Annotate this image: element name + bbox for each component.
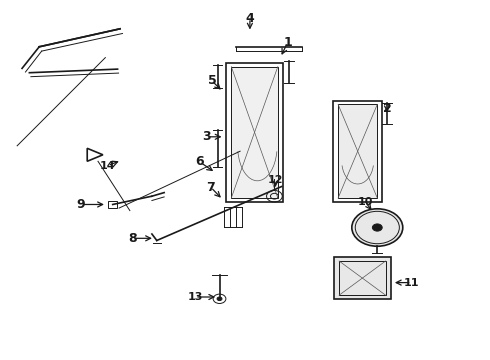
Text: 13: 13 bbox=[187, 292, 203, 302]
Text: 7: 7 bbox=[206, 181, 215, 194]
Text: 8: 8 bbox=[128, 232, 137, 245]
Text: 4: 4 bbox=[245, 12, 254, 24]
FancyBboxPatch shape bbox=[338, 104, 377, 198]
Text: 9: 9 bbox=[76, 198, 85, 211]
Text: 12: 12 bbox=[268, 175, 283, 185]
Text: 2: 2 bbox=[383, 102, 392, 114]
Text: 11: 11 bbox=[404, 278, 419, 288]
Bar bbox=[108, 201, 117, 208]
Text: 14: 14 bbox=[100, 161, 116, 171]
FancyBboxPatch shape bbox=[334, 257, 391, 299]
Text: 10: 10 bbox=[357, 197, 373, 207]
Circle shape bbox=[352, 209, 403, 246]
Circle shape bbox=[372, 224, 382, 231]
FancyBboxPatch shape bbox=[231, 67, 278, 198]
Text: 1: 1 bbox=[283, 36, 292, 49]
Text: 3: 3 bbox=[202, 130, 211, 143]
Text: 5: 5 bbox=[208, 75, 217, 87]
Circle shape bbox=[217, 297, 222, 301]
Text: 6: 6 bbox=[196, 156, 204, 168]
